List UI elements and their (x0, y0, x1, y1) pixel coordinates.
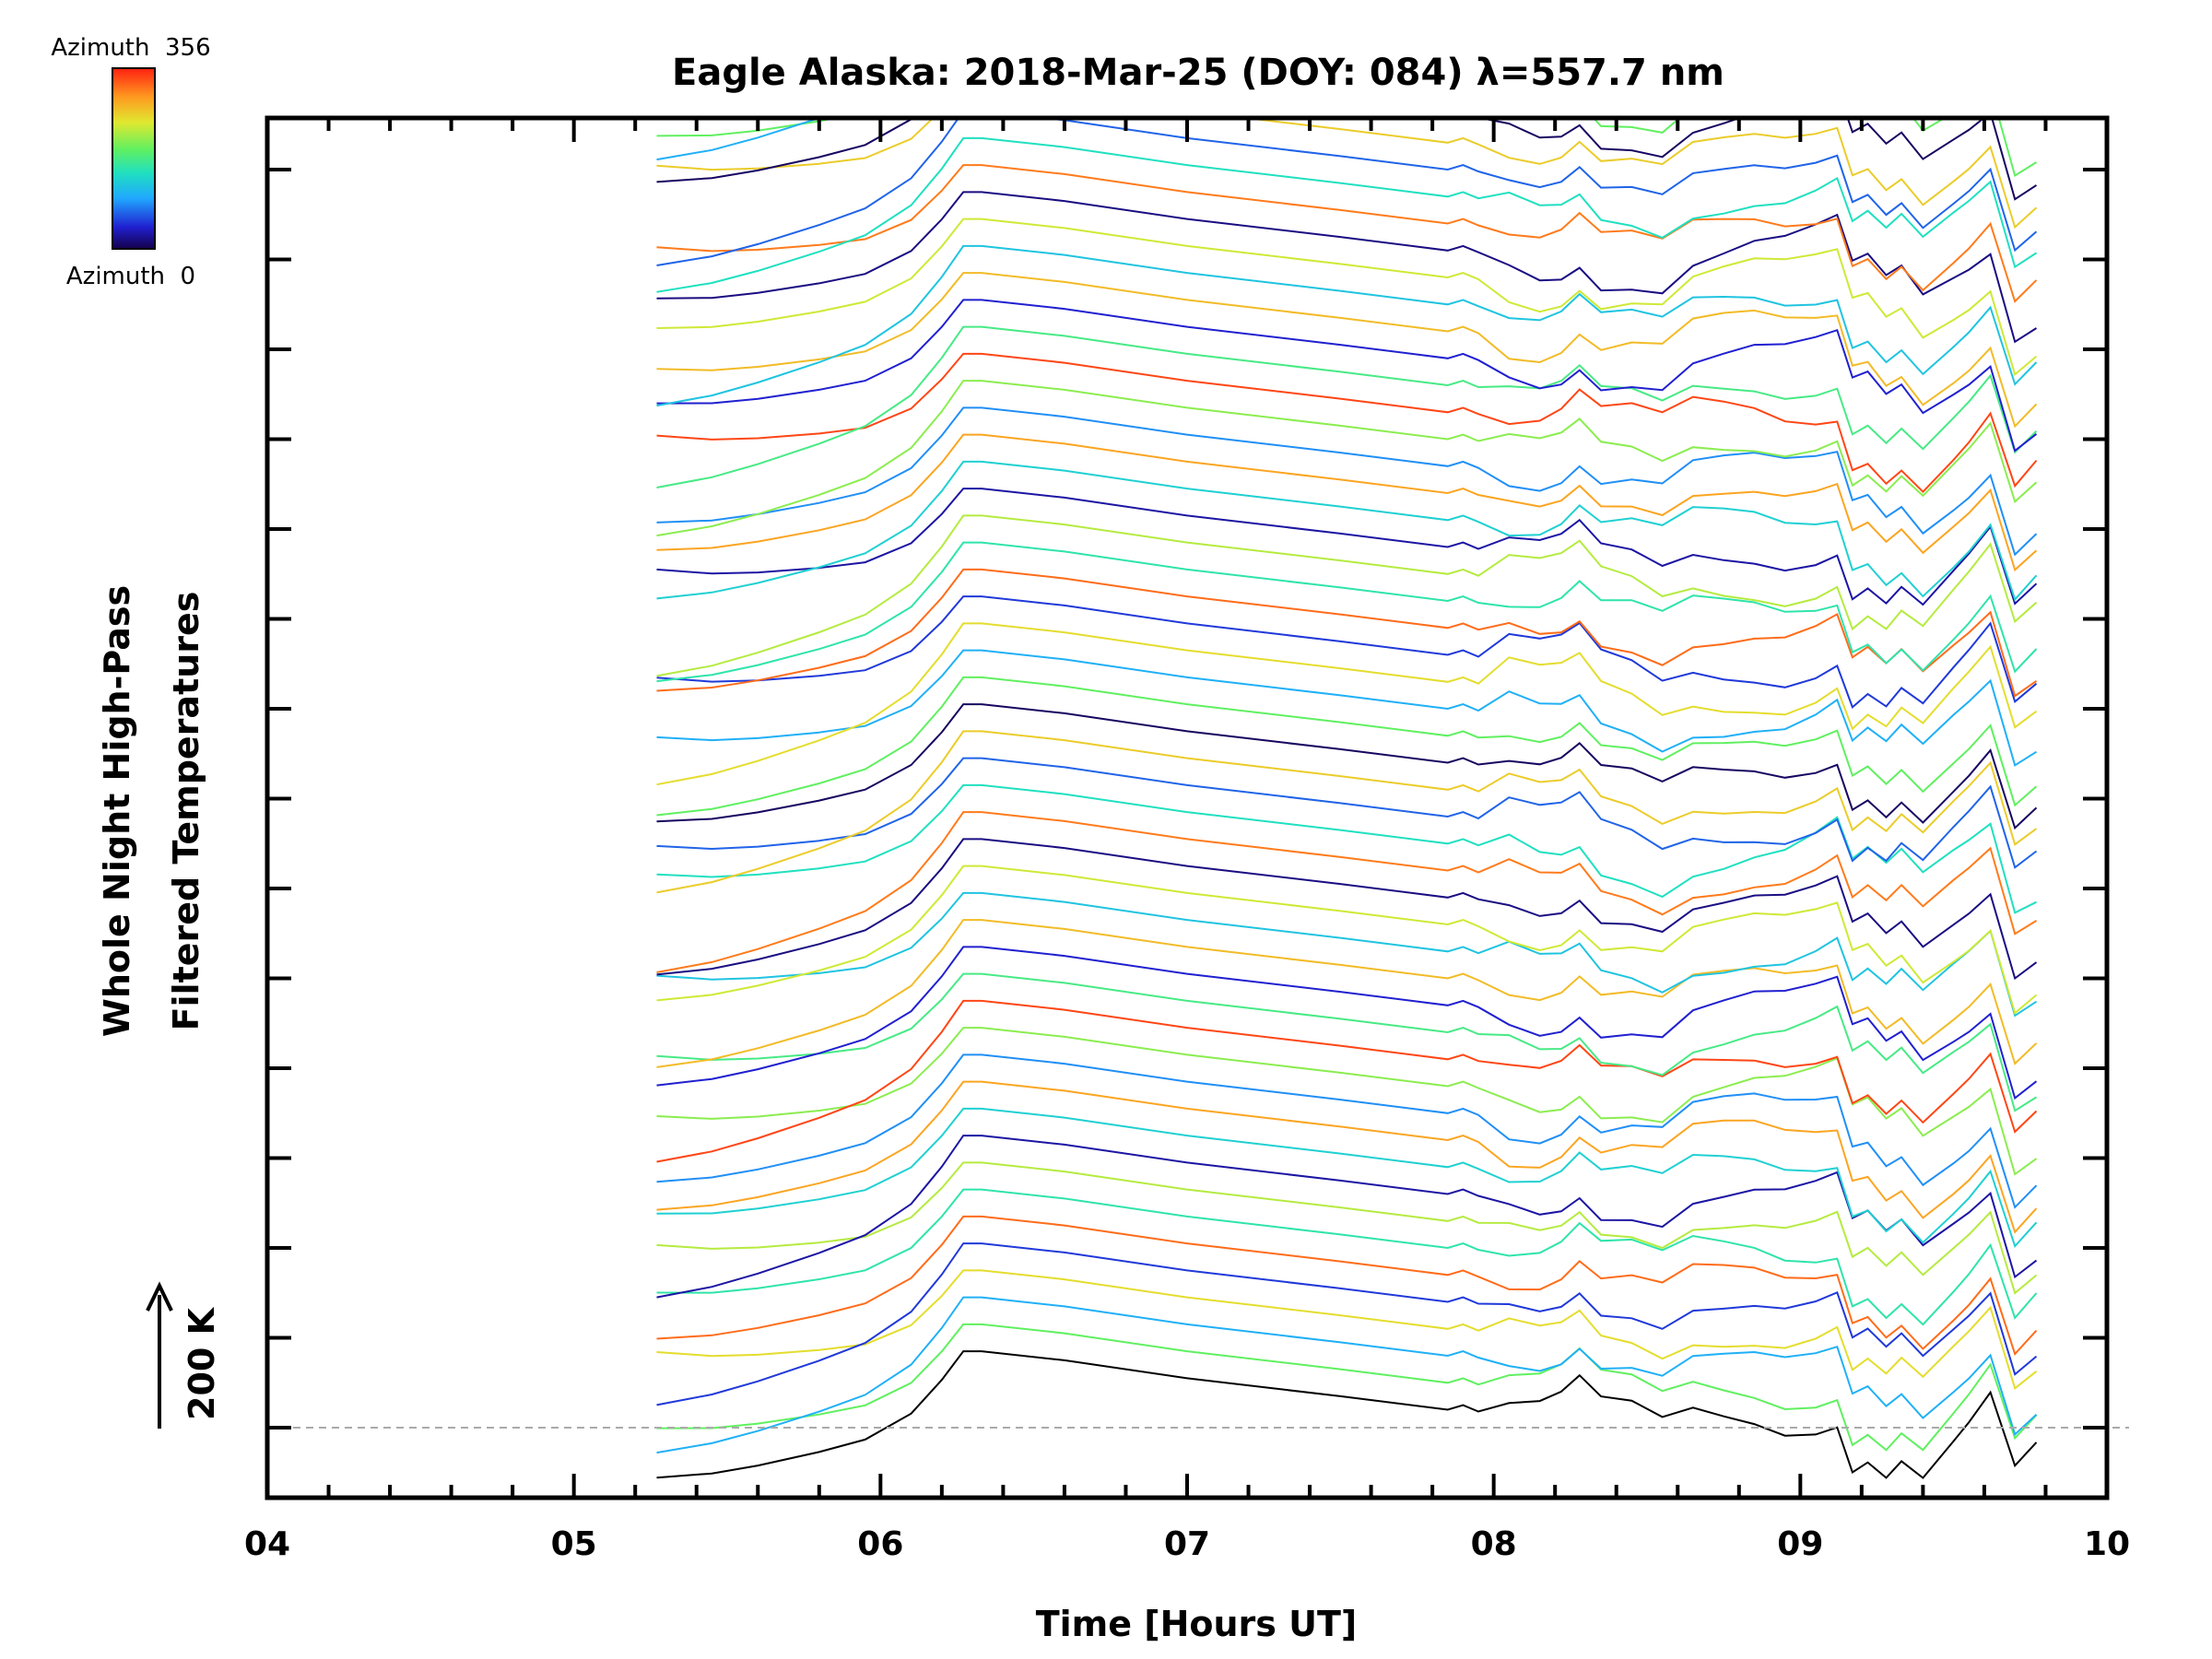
series-line (656, 118, 2038, 229)
series-line (656, 891, 2038, 1018)
series-line (656, 433, 2038, 572)
y-axis-label-line1: Whole Night High-Pass (97, 585, 137, 1037)
scale-label: 200 K (182, 1306, 222, 1420)
series-group (656, 0, 2038, 1479)
series-line (656, 999, 2038, 1163)
series-line (656, 164, 2038, 303)
series-line (657, 0, 2037, 4)
x-tick-labels: 04 05 06 07 08 09 10 (244, 1525, 2130, 1563)
series-line (656, 730, 2038, 894)
series-line (656, 1350, 2038, 1479)
colorbar-top-label: Azimuth 356 (51, 34, 210, 62)
series-line (656, 514, 2038, 677)
x-tick-label: 10 (2084, 1525, 2130, 1563)
series-line (656, 676, 2038, 817)
series-line (656, 541, 2038, 683)
series-line (656, 1215, 2038, 1356)
series-line (656, 380, 2038, 537)
colorbar: Azimuth 356 Azimuth 0 (51, 34, 210, 290)
series-line (656, 703, 2038, 830)
y-axis-label-line2: Filtered Temperatures (166, 592, 206, 1031)
series-line (656, 218, 2038, 377)
scale-arrow-head (146, 1281, 173, 1312)
series-line (656, 352, 2038, 494)
series-line (656, 622, 2038, 786)
scale-indicator: 200 K (146, 1281, 222, 1429)
x-tick-label: 07 (1164, 1525, 1210, 1563)
series-line (656, 191, 2038, 344)
colorbar-bottom-label: Azimuth 0 (66, 263, 195, 290)
series-line (656, 1188, 2038, 1326)
series-line (656, 946, 2038, 1100)
series-line (656, 406, 2038, 557)
series-line (656, 118, 2038, 266)
series-line (656, 972, 2038, 1112)
series-line (656, 272, 2038, 429)
x-axis-label: Time [Hours UT] (1036, 1604, 1358, 1644)
series-line (657, 0, 2037, 27)
series-line (656, 488, 2038, 606)
series-line (656, 244, 2038, 407)
x-tick-label: 05 (551, 1525, 597, 1563)
x-tick-label: 08 (1471, 1525, 1517, 1563)
series-line (656, 325, 2038, 488)
series-line (656, 1161, 2038, 1295)
series-line (656, 1080, 2038, 1234)
series-line (656, 919, 2038, 1068)
series-line (656, 838, 2038, 981)
series-line (656, 865, 2038, 1015)
series-line (656, 783, 2037, 914)
series-line (656, 1135, 2038, 1299)
series-line (656, 1242, 2038, 1406)
x-tick-label: 06 (857, 1525, 903, 1563)
series-line (656, 649, 2038, 767)
series-line (656, 1107, 2038, 1249)
series-line (656, 1269, 2038, 1390)
series-line (656, 757, 2038, 869)
axis-ticks (265, 118, 2109, 1498)
plot-frame (265, 115, 2110, 1500)
series-line (656, 460, 2038, 602)
series-line (656, 811, 2038, 973)
series-line (656, 595, 2038, 709)
x-tick-label: 09 (1777, 1525, 1823, 1563)
series-line (656, 1053, 2038, 1209)
chart-title: Eagle Alaska: 2018-Mar-25 (DOY: 084) λ=5… (672, 52, 1724, 94)
x-tick-label: 04 (244, 1525, 290, 1563)
series-line (656, 118, 2038, 201)
series-line (656, 136, 2038, 293)
series-line (656, 299, 2038, 453)
series-line (656, 1296, 2038, 1454)
series-line (656, 1027, 2038, 1176)
colorbar-gradient (112, 67, 156, 250)
series-line (657, 0, 2037, 43)
